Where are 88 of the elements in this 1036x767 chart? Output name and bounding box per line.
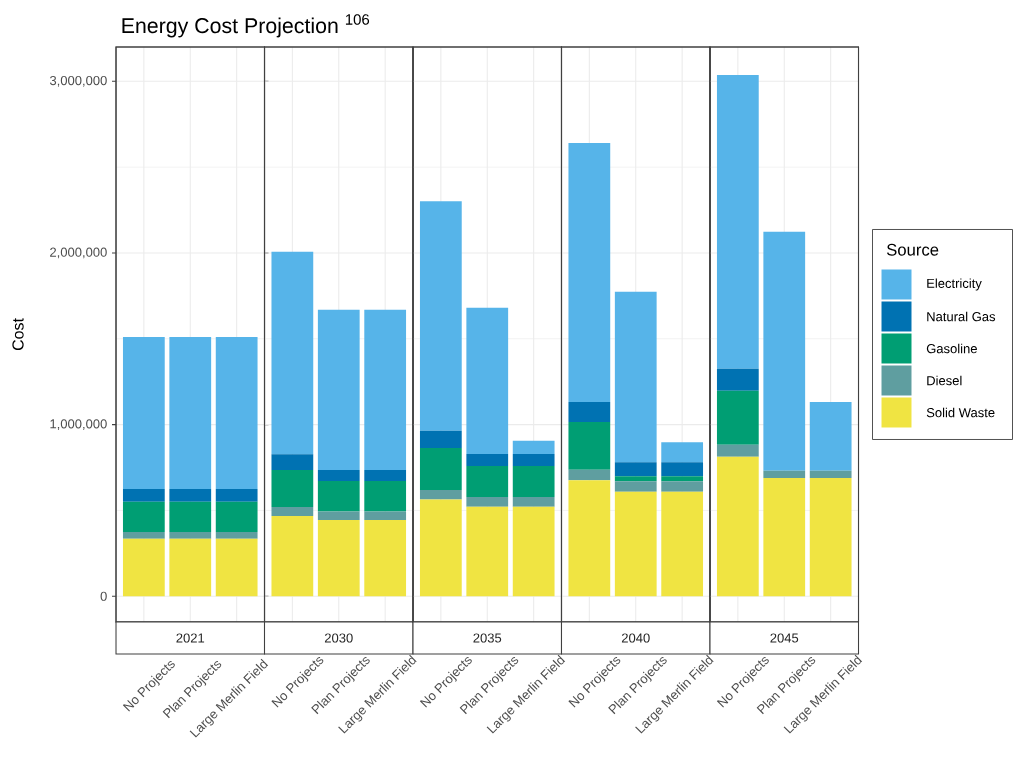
legend-title: Source — [886, 243, 939, 256]
y-tick-label: 0 — [100, 591, 107, 601]
text: 2045 — [770, 633, 799, 643]
bar — [317, 511, 360, 521]
legend-label: Diesel — [927, 375, 962, 386]
bar — [661, 462, 704, 477]
bar — [169, 337, 212, 489]
bar — [271, 251, 314, 455]
bar — [661, 491, 704, 597]
bar — [215, 531, 258, 539]
bar — [169, 488, 212, 502]
bar — [716, 444, 759, 457]
bar — [716, 390, 759, 445]
text: 2035 — [473, 633, 502, 643]
bar — [122, 488, 165, 502]
bar — [317, 469, 360, 481]
bar — [419, 489, 462, 500]
y-tick-label: 2,000,000 — [50, 247, 107, 259]
text: 2021 — [176, 633, 205, 643]
y-axis-title: Cost — [12, 318, 24, 351]
bar — [364, 511, 407, 521]
bar — [122, 531, 165, 539]
bar — [466, 465, 509, 498]
bar — [215, 538, 258, 597]
y-tick-label: 1,000,000 — [50, 419, 107, 430]
bar — [614, 291, 657, 463]
bar — [614, 491, 657, 597]
bar — [661, 481, 704, 492]
bar — [512, 497, 555, 507]
chart-title: Energy Cost Projection $^{106}$ — [122, 14, 370, 38]
bar — [568, 143, 611, 402]
bar — [716, 368, 759, 391]
bar — [614, 462, 657, 477]
bar — [317, 480, 360, 512]
bar — [716, 456, 759, 597]
bar — [317, 309, 360, 470]
bar — [568, 422, 611, 470]
bar — [364, 480, 407, 512]
bar — [419, 430, 462, 448]
bar — [716, 74, 759, 369]
bar — [271, 470, 314, 507]
bar — [763, 477, 806, 597]
bar — [169, 538, 212, 597]
bar — [466, 453, 509, 466]
bar — [809, 401, 852, 471]
bar — [809, 470, 852, 478]
bar — [419, 447, 462, 490]
bar — [271, 454, 314, 471]
bar — [512, 440, 555, 454]
bar — [317, 520, 360, 597]
legend-label: Electricity — [927, 278, 982, 291]
bar — [419, 499, 462, 597]
bar — [614, 476, 657, 482]
bar — [271, 506, 314, 516]
bar — [512, 453, 555, 466]
bar — [169, 531, 212, 539]
bar — [364, 469, 407, 481]
bar — [271, 515, 314, 597]
bar — [215, 337, 258, 489]
text: 2040 — [621, 633, 650, 643]
bar — [568, 401, 611, 423]
bar — [568, 469, 611, 481]
bar — [661, 476, 704, 482]
legend-label: Solid Waste — [926, 407, 995, 418]
legend-label: Gasoline — [926, 343, 977, 354]
bar — [215, 488, 258, 502]
bar — [364, 520, 407, 597]
bar — [512, 465, 555, 498]
legend-label: Natural Gas — [927, 311, 996, 322]
bar — [466, 307, 509, 454]
bar — [763, 231, 806, 471]
bar — [466, 506, 509, 597]
bar — [512, 506, 555, 597]
y-tick-label: 3,000,000 — [49, 75, 107, 87]
text: 2030 — [324, 633, 353, 643]
bar — [364, 309, 407, 470]
bar — [809, 477, 852, 597]
bar — [122, 337, 165, 489]
bar — [122, 501, 165, 532]
bar — [122, 538, 165, 597]
bar — [661, 442, 704, 463]
bar — [466, 497, 509, 507]
bar — [419, 201, 462, 431]
bar — [763, 470, 806, 478]
bar — [215, 501, 258, 532]
bar — [568, 480, 611, 597]
bar — [614, 481, 657, 492]
bar — [169, 501, 212, 532]
